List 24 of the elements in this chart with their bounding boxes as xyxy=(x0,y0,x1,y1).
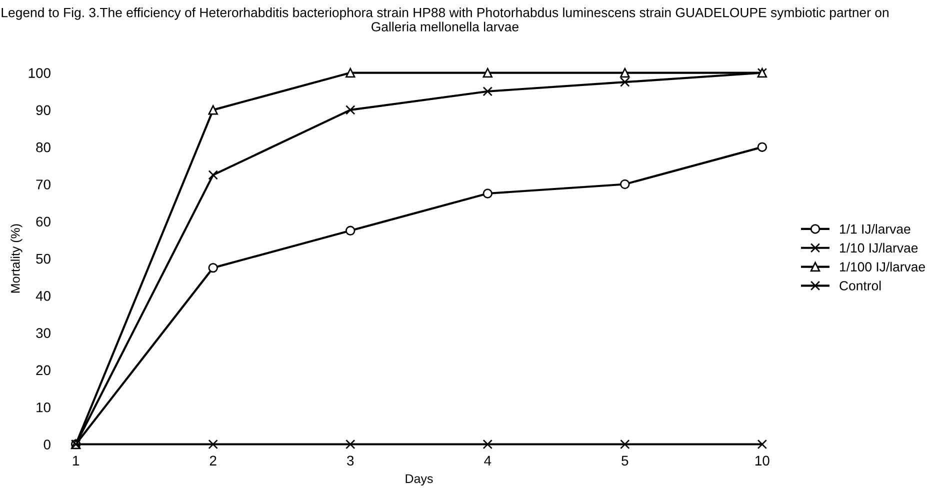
x-tick-label: 3 xyxy=(347,456,354,466)
x-tick-label: 2 xyxy=(210,456,216,466)
x-axis-title: Days xyxy=(406,474,433,486)
legend-label: Control xyxy=(840,280,881,290)
y-tick-label: 50 xyxy=(36,254,50,264)
x-tick-label: 4 xyxy=(484,456,492,466)
chart-title: Legend to Fig. 3.The efficiency of Heterorhabditis bacteriophora strain HP88 with Photorhabdus luminescens strain GUADELOUPE symbiotic partner on Galleria mellonella larvae xyxy=(2,8,888,32)
x-tick-label: 5 xyxy=(622,456,628,466)
y-tick-label: 100 xyxy=(28,68,50,78)
legend-label: 1/10 IJ/larvae xyxy=(840,242,918,253)
y-tick-label: 10 xyxy=(36,402,50,412)
y-tick-label: 30 xyxy=(36,328,50,338)
y-tick-label: 0 xyxy=(44,440,50,450)
y-tick-label: 90 xyxy=(36,105,50,116)
y-tick-label: 40 xyxy=(36,291,50,301)
x-tick-label: 1 xyxy=(73,456,80,466)
legend-label: 1/100 IJ/larvae xyxy=(840,262,925,272)
x-tick-label: 10 xyxy=(756,456,770,466)
legend-label: 1/1 IJ/larvae xyxy=(840,224,910,234)
y-axis-title: Mortality (%) xyxy=(10,224,22,293)
y-tick-label: 70 xyxy=(36,180,50,190)
y-tick-label: 20 xyxy=(36,365,50,376)
y-tick-label: 80 xyxy=(36,142,50,152)
y-tick-label: 60 xyxy=(36,216,50,227)
